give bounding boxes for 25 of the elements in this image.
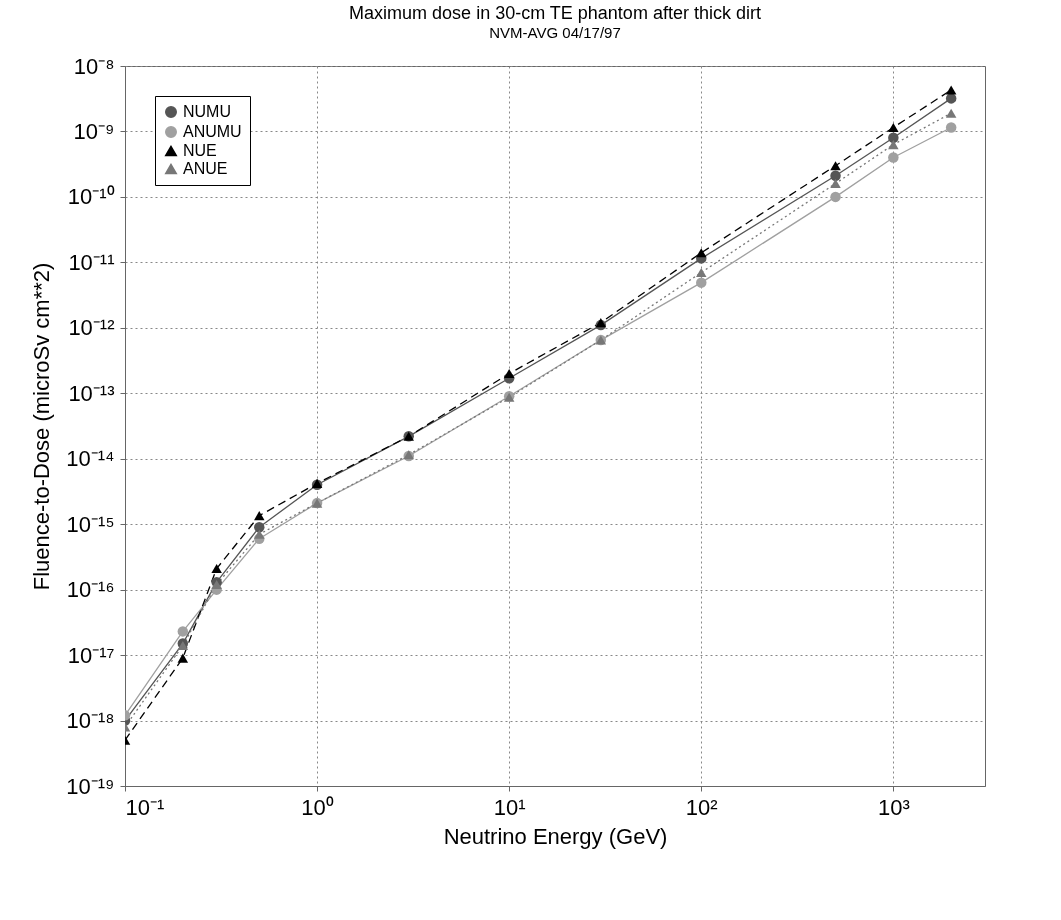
legend-label: NUMU — [183, 103, 231, 120]
x-axis-title: Neutrino Energy (GeV) — [443, 823, 668, 849]
y-tick-label: 10⁻¹⁷ — [67, 642, 115, 668]
y-tick-label: 10⁻⁸ — [73, 53, 115, 79]
legend-label: ANUE — [183, 160, 228, 177]
x-tick-label: 10² — [685, 794, 718, 820]
y-tick-label: 10⁻¹⁶ — [66, 577, 115, 603]
y-tick-label: 10⁻¹³ — [68, 380, 115, 406]
y-tick-label: 10⁻¹² — [68, 315, 115, 341]
y-tick-label: 10⁻¹⁹ — [66, 773, 115, 799]
y-tick-label: 10⁻¹⁵ — [66, 511, 115, 537]
y-tick-label: 10⁻¹⁴ — [66, 446, 115, 472]
y-tick-label: 10⁻¹¹ — [68, 249, 115, 275]
legend-label: NUE — [183, 142, 217, 159]
legend-label: ANUMU — [183, 123, 242, 140]
x-tick-label: 10⁻¹ — [125, 794, 165, 820]
chart-subtitle: NVM-AVG 04/17/97 — [489, 24, 621, 41]
chart-title: Maximum dose in 30-cm TE phantom after thick dirt — [349, 3, 761, 23]
x-tick-label: 10¹ — [493, 794, 526, 820]
y-tick-label: 10⁻¹⁰ — [67, 184, 115, 210]
x-tick-label: 10⁰ — [301, 794, 334, 820]
y-axis-title: Fluence-to-Dose (microSv cm**2) — [29, 262, 55, 591]
y-tick-label: 10⁻¹⁸ — [66, 708, 115, 734]
x-tick-label: 10³ — [877, 794, 910, 820]
y-tick-label: 10⁻⁹ — [73, 118, 115, 144]
